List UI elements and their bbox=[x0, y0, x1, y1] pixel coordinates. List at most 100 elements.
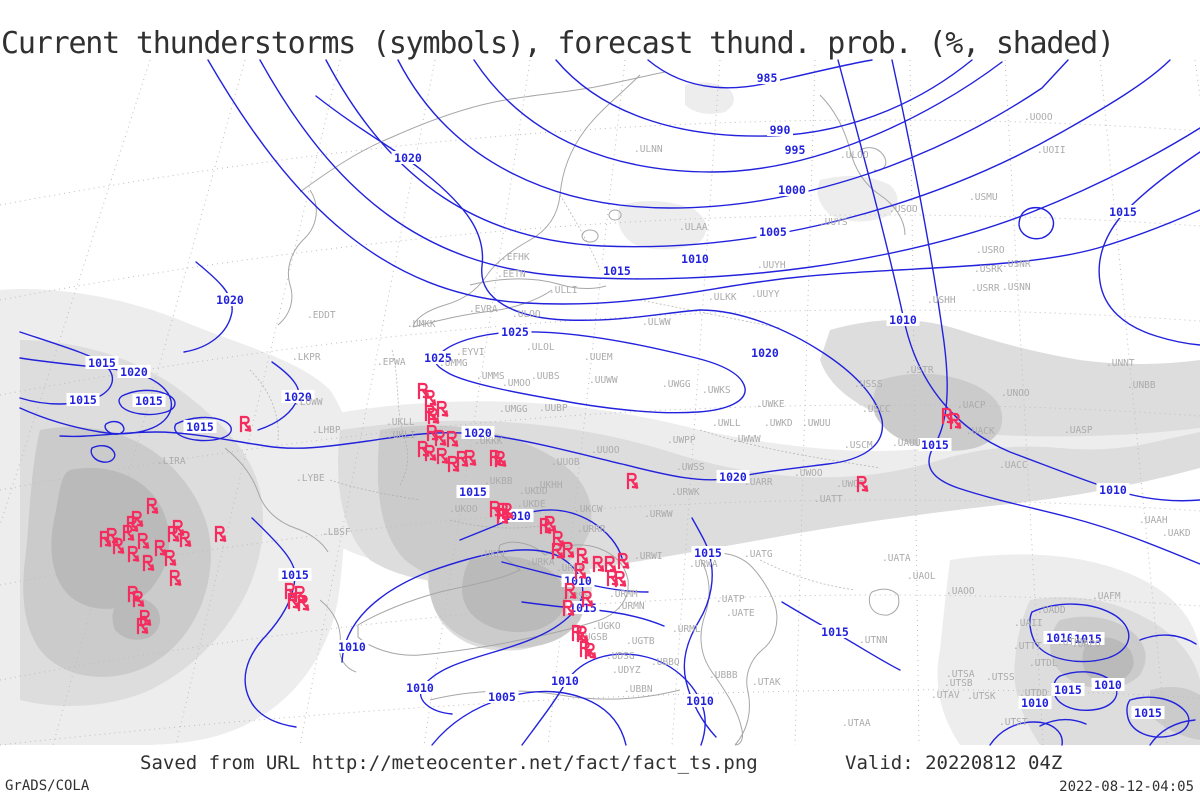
station-label: .UWKS bbox=[702, 385, 731, 396]
isobar-label: 1015 bbox=[1074, 632, 1102, 646]
station-label: .UUYS bbox=[819, 217, 848, 228]
station-label: .UTST bbox=[999, 717, 1028, 728]
isobar-label-box bbox=[1018, 696, 1052, 709]
station-label: .UAAH bbox=[1139, 515, 1168, 526]
station-label: .EDDT bbox=[307, 310, 336, 321]
station-label: .UTAA bbox=[842, 718, 871, 729]
isobar-label-box bbox=[756, 225, 790, 238]
isobar-label-box bbox=[335, 640, 369, 653]
station-label: .UAUU bbox=[892, 438, 921, 449]
isobar-label: 990 bbox=[770, 123, 791, 137]
station-label: .UAFM bbox=[1092, 591, 1121, 602]
isobar-label: 1020 bbox=[216, 293, 244, 307]
station-label: .UKCW bbox=[574, 504, 603, 515]
station-label: .UUOB bbox=[551, 457, 580, 468]
station-label: .UATG bbox=[744, 549, 773, 560]
station-label: .ULNN bbox=[634, 144, 663, 155]
station-label: .LKPR bbox=[292, 352, 321, 363]
station-label: .UADD bbox=[1037, 605, 1066, 616]
isobar-label: 1005 bbox=[759, 225, 787, 239]
station-label: .LIRA bbox=[157, 456, 186, 467]
station-label: .URML bbox=[672, 624, 701, 635]
station-label: .UBBQ bbox=[651, 657, 680, 668]
station-label: .UWUU bbox=[802, 418, 831, 429]
isobar-label-box bbox=[391, 151, 425, 164]
station-label: .LOWW bbox=[294, 397, 323, 408]
station-label: .UKBB bbox=[484, 476, 513, 487]
station-label: .LYBE bbox=[296, 473, 325, 484]
station-label: .USRR bbox=[971, 283, 1000, 294]
isobar-label-box bbox=[818, 625, 852, 638]
isobar-label: 1000 bbox=[778, 183, 806, 197]
station-label: .USRK bbox=[974, 264, 1003, 275]
isobar-label: 995 bbox=[785, 143, 806, 157]
isobar-label: 1010 bbox=[1099, 483, 1127, 497]
station-label: .UMGG bbox=[499, 404, 528, 415]
isobar-label-box bbox=[485, 690, 519, 703]
page-title: Current thunderstorms (symbols), forecas… bbox=[1, 26, 1115, 61]
station-label: .UOOO bbox=[1024, 112, 1053, 123]
station-label: .UTDD bbox=[1019, 688, 1048, 699]
station-label: .EYVI bbox=[456, 347, 485, 358]
station-label: .LBSF bbox=[322, 527, 351, 538]
isobar-label: 1010 bbox=[551, 674, 579, 688]
isobar-label: 1025 bbox=[424, 351, 452, 365]
station-label: .UBBB bbox=[709, 670, 738, 681]
isobar-label-box bbox=[678, 252, 712, 265]
isobar-label-box bbox=[461, 426, 495, 439]
station-label: .UTAK bbox=[752, 677, 781, 688]
isobar-label-box bbox=[132, 394, 166, 407]
station-label: .UUBS bbox=[531, 371, 560, 382]
coastlines bbox=[224, 71, 906, 746]
isobar-label: 1015 bbox=[921, 438, 949, 452]
isobar-label: 1010 bbox=[564, 574, 592, 588]
station-label: .UDSG bbox=[606, 651, 635, 662]
isobar-label-box bbox=[456, 485, 490, 498]
station-label: .ULKK bbox=[708, 292, 737, 303]
isobar-label-box bbox=[918, 438, 952, 451]
isobar-label-box bbox=[498, 325, 532, 338]
station-label: .EVRA bbox=[469, 304, 498, 315]
isobar-label-box bbox=[782, 143, 808, 156]
isobar-label: 985 bbox=[757, 71, 778, 85]
station-label: .UATT bbox=[814, 494, 843, 505]
isobar-label-box bbox=[1131, 706, 1165, 719]
isobar-label-box bbox=[548, 674, 582, 687]
station-label: .UAFO bbox=[1072, 639, 1101, 650]
station-label: .UMKK bbox=[407, 319, 436, 330]
isobar-label-box bbox=[66, 393, 100, 406]
isobar-label-box bbox=[117, 365, 151, 378]
station-label: .UTSS bbox=[986, 672, 1015, 683]
station-label: .UNNT bbox=[1106, 358, 1135, 369]
isobar-label-box bbox=[213, 293, 247, 306]
isobar-label: 1020 bbox=[394, 151, 422, 165]
station-label: .URKK bbox=[556, 563, 585, 574]
station-label: .UWGG bbox=[662, 379, 691, 390]
station-label: .USNR bbox=[1002, 259, 1031, 270]
station-label: .UGSB bbox=[579, 632, 608, 643]
station-label: .UWKD bbox=[764, 418, 793, 429]
isobar-label: 1015 bbox=[1109, 205, 1137, 219]
station-label: .EFHK bbox=[501, 252, 530, 263]
station-label: .UASP bbox=[1064, 425, 1093, 436]
timestamp-text: 2022-08-12-04:05 bbox=[1059, 779, 1194, 795]
isobar-label-box bbox=[600, 264, 634, 277]
station-label: .URMN bbox=[616, 601, 645, 612]
station-label: .UGTB bbox=[626, 636, 655, 647]
station-label: .UNOO bbox=[1001, 388, 1030, 399]
isobar-label: 1015 bbox=[1134, 706, 1162, 720]
isobar-label-box bbox=[403, 681, 437, 694]
isobar-label-box bbox=[281, 390, 315, 403]
station-label: .UMOO bbox=[502, 378, 531, 389]
station-label: .ULOO bbox=[512, 309, 541, 320]
station-label: .UARR bbox=[744, 477, 773, 488]
station-label: .UNBB bbox=[1127, 380, 1156, 391]
station-label: .URWK bbox=[671, 487, 700, 498]
station-label: .UAOL bbox=[907, 571, 936, 582]
station-label: .ULAA bbox=[679, 222, 708, 233]
station-label: .LHBP bbox=[312, 425, 341, 436]
isobar-label: 1010 bbox=[503, 509, 531, 523]
station-label: .UUBP bbox=[539, 403, 568, 414]
station-label: .ULOO bbox=[840, 150, 869, 161]
